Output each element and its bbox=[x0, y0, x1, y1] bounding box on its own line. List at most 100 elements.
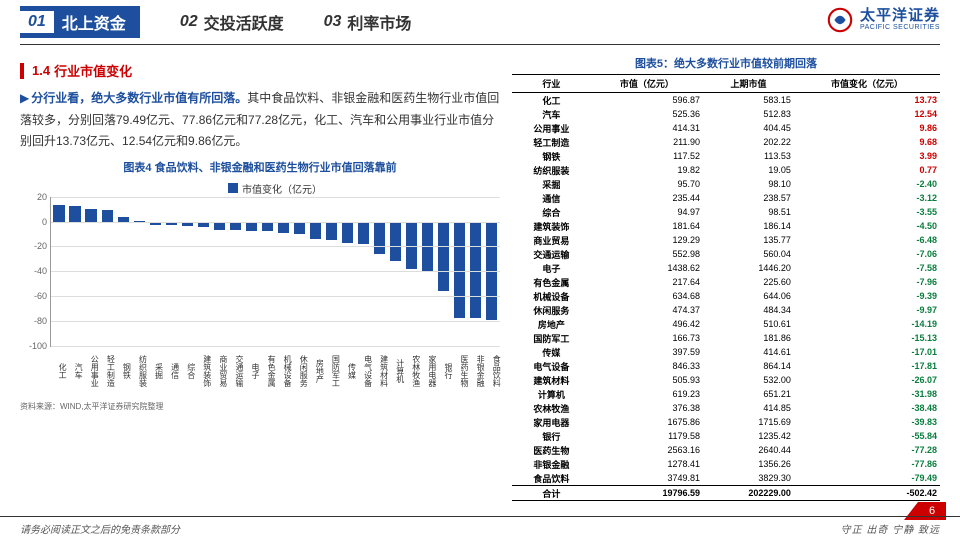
table-cell: 474.37 bbox=[591, 303, 703, 317]
table-row: 家用电器1675.861715.69-39.83 bbox=[512, 415, 940, 429]
table-cell: 644.06 bbox=[703, 289, 794, 303]
table-cell: -4.50 bbox=[794, 219, 940, 233]
x-tick-label: 银行 bbox=[436, 347, 452, 395]
table-cell: 采掘 bbox=[512, 177, 591, 191]
table-cell: 建筑装饰 bbox=[512, 219, 591, 233]
lead-text: 分行业看，绝大多数行业市值有所回落。 bbox=[31, 91, 247, 105]
grid-line bbox=[51, 246, 500, 247]
table-cell: 汽车 bbox=[512, 107, 591, 121]
table-row: 电气设备846.33864.14-17.81 bbox=[512, 359, 940, 373]
table-cell: -17.81 bbox=[794, 359, 940, 373]
table-cell: -77.86 bbox=[794, 457, 940, 471]
bar bbox=[374, 222, 385, 254]
table-cell: 98.51 bbox=[703, 205, 794, 219]
table-cell: 583.15 bbox=[703, 93, 794, 108]
table-title: 图表5：绝大多数行业市值较前期回落 bbox=[512, 55, 940, 71]
logo-icon bbox=[826, 6, 854, 34]
table-cell: 181.64 bbox=[591, 219, 703, 233]
table-cell: 0.77 bbox=[794, 163, 940, 177]
table-cell: -7.58 bbox=[794, 261, 940, 275]
table-cell: 181.86 bbox=[703, 331, 794, 345]
x-axis-labels: 化工汽车公用事业轻工制造钢铁纺织服装采掘通信综合建筑装饰商业贸易交通运输电子有色… bbox=[50, 347, 500, 395]
header: 01北上资金 02交投活跃度 03利率市场 太平洋证券 PACIFIC SECURI… bbox=[0, 0, 960, 44]
nav-tab[interactable]: 01北上资金 bbox=[20, 6, 140, 38]
table-cell: -26.07 bbox=[794, 373, 940, 387]
table-cell: 通信 bbox=[512, 191, 591, 205]
table-cell: 1356.26 bbox=[703, 457, 794, 471]
nav-tab[interactable]: 03利率市场 bbox=[324, 10, 412, 34]
bar-chart: 市值变化（亿元） 200-20-40-60-80-100 化工汽车公用事业轻工制… bbox=[50, 179, 500, 399]
table-row: 医药生物2563.162640.44-77.28 bbox=[512, 443, 940, 457]
table-cell: 202229.00 bbox=[703, 486, 794, 501]
table-cell: 510.61 bbox=[703, 317, 794, 331]
x-tick-label: 机械设备 bbox=[275, 347, 291, 395]
chart-title: 图表4 食品饮料、非银金融和医药生物行业市值回落靠前 bbox=[20, 159, 500, 175]
grid-line bbox=[51, 197, 500, 198]
table-row: 综合94.9798.51-3.55 bbox=[512, 205, 940, 219]
table-header-cell: 上期市值 bbox=[703, 75, 794, 93]
table-cell: 2563.16 bbox=[591, 443, 703, 457]
table-cell: 电气设备 bbox=[512, 359, 591, 373]
table-cell: 95.70 bbox=[591, 177, 703, 191]
table-body: 化工596.87583.1513.73汽车525.36512.8312.54公用… bbox=[512, 93, 940, 501]
table-cell: 纺织服装 bbox=[512, 163, 591, 177]
tab-label: 交投活跃度 bbox=[204, 10, 284, 34]
grid-line bbox=[51, 271, 500, 272]
y-tick-label: 0 bbox=[42, 217, 51, 227]
table-cell: 864.14 bbox=[703, 359, 794, 373]
x-tick-label: 汽车 bbox=[66, 347, 82, 395]
table-cell: 484.34 bbox=[703, 303, 794, 317]
table-cell: 房地产 bbox=[512, 317, 591, 331]
bar bbox=[294, 222, 305, 234]
footer-disclaimer: 请务必阅读正文之后的免责条款部分 bbox=[20, 521, 180, 536]
x-tick-label: 综合 bbox=[179, 347, 195, 395]
y-tick-label: -20 bbox=[34, 241, 51, 251]
table-cell: 1715.69 bbox=[703, 415, 794, 429]
table-cell: -14.19 bbox=[794, 317, 940, 331]
bullet-arrow-icon: ▶ bbox=[20, 91, 29, 105]
table-row: 农林牧渔376.38414.85-38.48 bbox=[512, 401, 940, 415]
table-cell: -31.98 bbox=[794, 387, 940, 401]
bar bbox=[390, 222, 401, 262]
table-cell: 552.98 bbox=[591, 247, 703, 261]
bar bbox=[358, 222, 369, 244]
nav-tab[interactable]: 02交投活跃度 bbox=[180, 10, 284, 34]
table-cell: 计算机 bbox=[512, 387, 591, 401]
table-row: 银行1179.581235.42-55.84 bbox=[512, 429, 940, 443]
legend-swatch bbox=[228, 183, 238, 193]
bar bbox=[69, 206, 80, 222]
grid-line bbox=[51, 296, 500, 297]
table-row: 休闲服务474.37484.34-9.97 bbox=[512, 303, 940, 317]
table-cell: 有色金属 bbox=[512, 275, 591, 289]
table-row: 非银金融1278.411356.26-77.86 bbox=[512, 457, 940, 471]
table-cell: 129.29 bbox=[591, 233, 703, 247]
bar bbox=[342, 222, 353, 243]
table-cell: 117.52 bbox=[591, 149, 703, 163]
table-cell: 651.21 bbox=[703, 387, 794, 401]
table-header-cell: 市值（亿元） bbox=[591, 75, 703, 93]
table-header-cell: 行业 bbox=[512, 75, 591, 93]
section-text: 行业市值变化 bbox=[54, 61, 132, 80]
table-cell: -9.97 bbox=[794, 303, 940, 317]
table-cell: 525.36 bbox=[591, 107, 703, 121]
logo-en: PACIFIC SECURITIES bbox=[860, 24, 940, 32]
table-row: 轻工制造211.90202.229.68 bbox=[512, 135, 940, 149]
table-cell: 397.59 bbox=[591, 345, 703, 359]
chart-source: 资料来源：WIND,太平洋证券研究院整理 bbox=[20, 401, 500, 412]
x-tick-label: 电气设备 bbox=[355, 347, 371, 395]
table-row: 计算机619.23651.21-31.98 bbox=[512, 387, 940, 401]
table-row: 公用事业414.31404.459.86 bbox=[512, 121, 940, 135]
x-tick-label: 家用电器 bbox=[420, 347, 436, 395]
table-cell: 596.87 bbox=[591, 93, 703, 108]
table-cell: 404.45 bbox=[703, 121, 794, 135]
table-row: 食品饮料3749.813829.30-79.49 bbox=[512, 471, 940, 486]
bar bbox=[246, 222, 257, 231]
bar bbox=[310, 222, 321, 240]
table-row: 建筑材料505.93532.00-26.07 bbox=[512, 373, 940, 387]
section-title: 1.4 行业市值变化 bbox=[20, 61, 500, 80]
table-cell: 202.22 bbox=[703, 135, 794, 149]
table-cell: -9.39 bbox=[794, 289, 940, 303]
table-cell: 商业贸易 bbox=[512, 233, 591, 247]
company-logo: 太平洋证券 PACIFIC SECURITIES bbox=[826, 6, 940, 34]
table-cell: -17.01 bbox=[794, 345, 940, 359]
